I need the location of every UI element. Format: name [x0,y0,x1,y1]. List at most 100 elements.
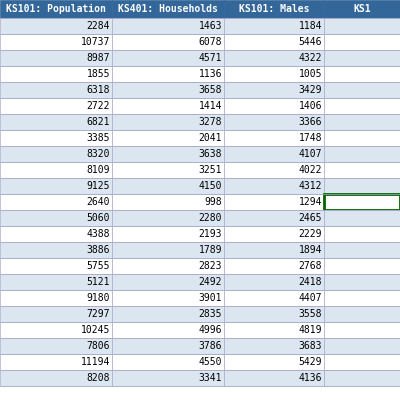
FancyBboxPatch shape [0,66,112,82]
FancyBboxPatch shape [324,146,400,162]
FancyBboxPatch shape [0,82,112,98]
FancyBboxPatch shape [0,370,112,386]
FancyBboxPatch shape [324,290,400,306]
Text: 5755: 5755 [86,261,110,271]
FancyBboxPatch shape [0,242,112,258]
Text: 998: 998 [204,197,222,207]
FancyBboxPatch shape [0,98,112,114]
FancyBboxPatch shape [112,226,224,242]
Text: 1414: 1414 [198,101,222,111]
Text: 1136: 1136 [198,69,222,79]
Text: 7806: 7806 [86,341,110,351]
FancyBboxPatch shape [324,226,400,242]
Text: 3366: 3366 [298,117,322,127]
Text: 1748: 1748 [298,133,322,143]
FancyBboxPatch shape [224,66,324,82]
FancyBboxPatch shape [324,242,400,258]
FancyBboxPatch shape [112,306,224,322]
Text: 2280: 2280 [198,213,222,223]
FancyBboxPatch shape [0,290,112,306]
Text: 1184: 1184 [298,21,322,31]
FancyBboxPatch shape [0,194,112,210]
Text: KS101: Males: KS101: Males [239,4,309,14]
Text: 3786: 3786 [198,341,222,351]
FancyBboxPatch shape [112,34,224,50]
Text: 3278: 3278 [198,117,222,127]
Text: 4150: 4150 [198,181,222,191]
FancyBboxPatch shape [112,162,224,178]
Text: 2418: 2418 [298,277,322,287]
FancyBboxPatch shape [224,306,324,322]
Text: 10245: 10245 [81,325,110,335]
Text: 6318: 6318 [86,85,110,95]
FancyBboxPatch shape [112,290,224,306]
Text: 3638: 3638 [198,149,222,159]
Text: 3901: 3901 [198,293,222,303]
Text: 9125: 9125 [86,181,110,191]
FancyBboxPatch shape [0,130,112,146]
FancyBboxPatch shape [324,18,400,34]
Text: 8208: 8208 [86,373,110,383]
Text: 1463: 1463 [198,21,222,31]
Text: 1294: 1294 [298,197,322,207]
FancyBboxPatch shape [224,82,324,98]
FancyBboxPatch shape [224,178,324,194]
FancyBboxPatch shape [0,34,112,50]
FancyBboxPatch shape [112,210,224,226]
Text: 11194: 11194 [81,357,110,367]
FancyBboxPatch shape [224,18,324,34]
Text: 3558: 3558 [298,309,322,319]
FancyBboxPatch shape [224,210,324,226]
FancyBboxPatch shape [324,274,400,290]
FancyBboxPatch shape [324,178,400,194]
FancyBboxPatch shape [224,162,324,178]
Text: 4322: 4322 [298,53,322,63]
Text: KS1: KS1 [353,4,371,14]
FancyBboxPatch shape [0,306,112,322]
FancyBboxPatch shape [0,50,112,66]
FancyBboxPatch shape [324,66,400,82]
FancyBboxPatch shape [324,50,400,66]
FancyBboxPatch shape [324,34,400,50]
Text: 5429: 5429 [298,357,322,367]
Text: 2722: 2722 [86,101,110,111]
FancyBboxPatch shape [0,338,112,354]
Text: 1005: 1005 [298,69,322,79]
Text: 3683: 3683 [298,341,322,351]
FancyBboxPatch shape [224,370,324,386]
FancyBboxPatch shape [112,242,224,258]
FancyBboxPatch shape [324,338,400,354]
Text: 2193: 2193 [198,229,222,239]
Text: 10737: 10737 [81,37,110,47]
FancyBboxPatch shape [324,114,400,130]
FancyBboxPatch shape [0,162,112,178]
Text: 3658: 3658 [198,85,222,95]
Text: 2640: 2640 [86,197,110,207]
FancyBboxPatch shape [0,0,112,18]
FancyBboxPatch shape [112,322,224,338]
FancyBboxPatch shape [224,322,324,338]
Text: 8109: 8109 [86,165,110,175]
FancyBboxPatch shape [112,130,224,146]
Text: 4312: 4312 [298,181,322,191]
Text: 8987: 8987 [86,53,110,63]
FancyBboxPatch shape [112,146,224,162]
FancyBboxPatch shape [324,162,400,178]
Text: KS101: Population: KS101: Population [6,4,106,14]
FancyBboxPatch shape [112,82,224,98]
Text: 4819: 4819 [298,325,322,335]
Text: 1406: 1406 [298,101,322,111]
Text: 3429: 3429 [298,85,322,95]
Text: 1894: 1894 [298,245,322,255]
FancyBboxPatch shape [112,114,224,130]
FancyBboxPatch shape [0,258,112,274]
FancyBboxPatch shape [324,306,400,322]
Text: 4388: 4388 [86,229,110,239]
Text: 6821: 6821 [86,117,110,127]
FancyBboxPatch shape [324,370,400,386]
FancyBboxPatch shape [112,194,224,210]
FancyBboxPatch shape [112,338,224,354]
Text: 9180: 9180 [86,293,110,303]
FancyBboxPatch shape [112,66,224,82]
Text: 5121: 5121 [86,277,110,287]
